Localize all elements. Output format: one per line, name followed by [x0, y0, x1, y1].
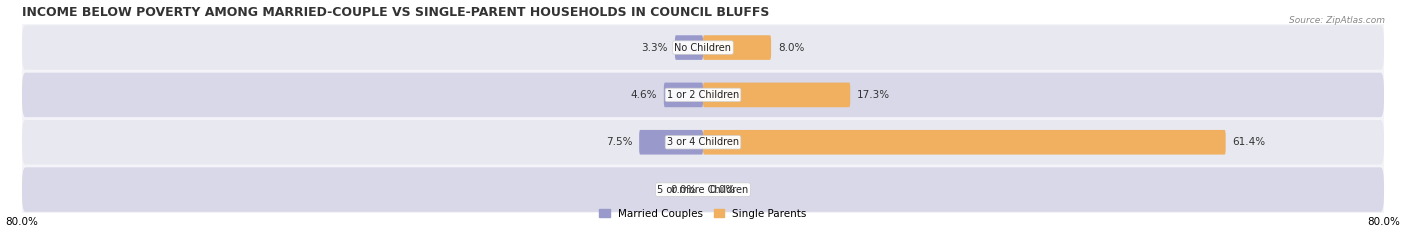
- FancyBboxPatch shape: [703, 130, 1226, 154]
- FancyBboxPatch shape: [22, 167, 1384, 212]
- Text: 17.3%: 17.3%: [858, 90, 890, 100]
- Text: No Children: No Children: [675, 43, 731, 53]
- Text: 3 or 4 Children: 3 or 4 Children: [666, 137, 740, 147]
- FancyBboxPatch shape: [640, 130, 703, 154]
- FancyBboxPatch shape: [703, 35, 770, 60]
- FancyBboxPatch shape: [664, 83, 703, 107]
- FancyBboxPatch shape: [22, 73, 1384, 117]
- Text: 5 or more Children: 5 or more Children: [658, 185, 748, 195]
- FancyBboxPatch shape: [703, 83, 851, 107]
- Text: 1 or 2 Children: 1 or 2 Children: [666, 90, 740, 100]
- FancyBboxPatch shape: [22, 120, 1384, 164]
- Text: INCOME BELOW POVERTY AMONG MARRIED-COUPLE VS SINGLE-PARENT HOUSEHOLDS IN COUNCIL: INCOME BELOW POVERTY AMONG MARRIED-COUPL…: [22, 6, 769, 19]
- Text: 8.0%: 8.0%: [778, 43, 804, 53]
- Text: 7.5%: 7.5%: [606, 137, 633, 147]
- Legend: Married Couples, Single Parents: Married Couples, Single Parents: [595, 205, 811, 223]
- Text: 61.4%: 61.4%: [1233, 137, 1265, 147]
- FancyBboxPatch shape: [675, 35, 703, 60]
- Text: 4.6%: 4.6%: [630, 90, 657, 100]
- Text: Source: ZipAtlas.com: Source: ZipAtlas.com: [1289, 16, 1385, 25]
- Text: 0.0%: 0.0%: [710, 185, 737, 195]
- FancyBboxPatch shape: [22, 25, 1384, 70]
- Text: 0.0%: 0.0%: [669, 185, 696, 195]
- Text: 3.3%: 3.3%: [641, 43, 668, 53]
